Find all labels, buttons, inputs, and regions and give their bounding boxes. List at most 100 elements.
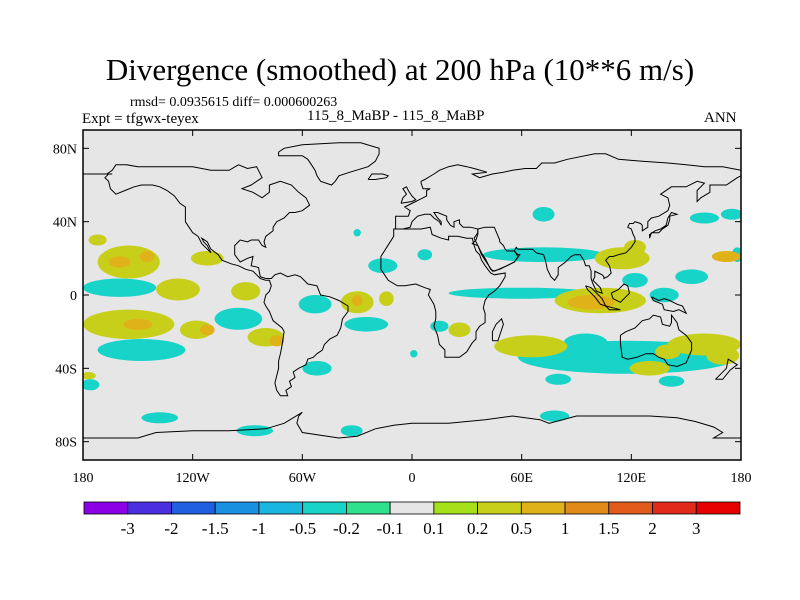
colorbar-label-9: 0.5 xyxy=(511,519,532,538)
colorbar-swatch-3 xyxy=(214,501,260,515)
x-tick-label-6: 180 xyxy=(731,471,752,486)
contour-region-7 xyxy=(231,282,261,301)
contour-region-42 xyxy=(675,269,708,285)
contour-region-41 xyxy=(649,287,679,303)
colorbar-label-3: -1 xyxy=(252,519,266,538)
experiment-label: Expt = tfgwx-teyex xyxy=(82,111,199,127)
contour-region-22 xyxy=(351,295,363,306)
colorbar-swatch-10 xyxy=(520,501,566,515)
coastline-13 xyxy=(400,186,417,204)
contour-region-50 xyxy=(629,361,670,376)
colorbar-swatch-13 xyxy=(652,501,697,515)
colorbar-swatch-14 xyxy=(695,501,741,515)
contour-region-38 xyxy=(622,273,648,288)
colorbar-label-1: -2 xyxy=(164,519,178,538)
colorbar-swatch-7 xyxy=(389,501,435,515)
contour-region-16 xyxy=(83,372,96,380)
colorbar-swatch-11 xyxy=(564,501,610,515)
contour-region-28 xyxy=(417,249,433,261)
contour-region-19 xyxy=(236,425,274,437)
contour-region-49 xyxy=(494,335,568,358)
y-tick-label-2: 0 xyxy=(70,289,77,304)
contour-region-56 xyxy=(540,410,570,422)
x-tick-label-0: 180 xyxy=(73,471,94,486)
contour-region-54 xyxy=(545,373,571,385)
contour-region-29 xyxy=(353,229,361,237)
colorbar-swatch-1 xyxy=(127,501,172,515)
contour-region-14 xyxy=(269,335,285,347)
colorbar-swatch-5 xyxy=(302,501,347,515)
coastline-5 xyxy=(473,226,519,272)
coastline-6 xyxy=(491,317,504,342)
coastline-11 xyxy=(650,296,688,315)
colorbar-label-0: -3 xyxy=(121,519,135,538)
colorbar-swatch-2 xyxy=(171,501,216,515)
contour-region-10 xyxy=(123,318,153,330)
coastline-1 xyxy=(278,142,380,186)
contour-region-32 xyxy=(410,350,418,358)
colorbar-label-12: 2 xyxy=(648,519,657,538)
contour-region-3 xyxy=(139,251,155,262)
coastline-10 xyxy=(605,305,621,311)
contour-region-44 xyxy=(711,251,741,262)
contour-region-25 xyxy=(298,295,332,314)
contour-region-17 xyxy=(83,379,100,391)
colorbar-label-5: -0.2 xyxy=(333,519,360,538)
contour-region-4 xyxy=(190,250,224,266)
period-label: ANN xyxy=(704,110,737,126)
coastline-8 xyxy=(585,285,607,307)
x-tick-label-2: 60W xyxy=(289,471,317,486)
coastline-7 xyxy=(619,313,693,368)
colorbar-swatch-0 xyxy=(83,501,129,515)
contour-region-15 xyxy=(97,339,186,361)
contour-region-12 xyxy=(200,324,215,336)
rmsd-diff-stats: rmsd= 0.0935615 diff= 0.000600263 xyxy=(130,95,338,110)
coastline-4 xyxy=(380,226,506,358)
colorbar-swatch-12 xyxy=(608,501,653,515)
colorbar-label-10: 1 xyxy=(561,519,570,538)
colorbar-label-2: -1.5 xyxy=(202,519,229,538)
contour-region-23 xyxy=(379,291,394,307)
contour-region-27 xyxy=(368,258,398,274)
y-tick-label-1: 40N xyxy=(53,216,77,231)
contour-region-45 xyxy=(689,212,720,224)
colorbar-label-6: -0.1 xyxy=(377,519,404,538)
contour-region-5 xyxy=(83,278,157,297)
contour-region-33 xyxy=(532,207,555,222)
coastline-0 xyxy=(83,164,349,397)
contour-region-30 xyxy=(430,320,449,332)
colorbar-swatch-9 xyxy=(477,501,522,515)
contour-region-55 xyxy=(658,375,685,387)
coastline-14 xyxy=(715,358,739,380)
contour-region-20 xyxy=(340,425,363,437)
colorbar-label-8: 0.2 xyxy=(467,519,488,538)
y-tick-label-0: 80N xyxy=(53,142,77,157)
contour-region-37 xyxy=(624,240,646,255)
x-tick-label-1: 120W xyxy=(176,471,211,486)
contour-region-53 xyxy=(706,346,740,365)
contour-region-0 xyxy=(88,234,107,246)
contour-region-6 xyxy=(156,278,200,301)
x-tick-label-4: 60E xyxy=(510,471,533,486)
colorbar-label-4: -0.5 xyxy=(289,519,316,538)
contour-region-46 xyxy=(720,208,741,220)
colorbar-swatch-8 xyxy=(433,501,478,515)
colorbar-label-7: 0.1 xyxy=(423,519,444,538)
contour-region-8 xyxy=(214,307,263,330)
contour-region-40 xyxy=(567,295,615,310)
coastline-2 xyxy=(367,173,390,180)
colorbar-swatch-4 xyxy=(258,501,304,515)
colorbar-label-11: 1.5 xyxy=(598,519,619,538)
coastline-12 xyxy=(649,211,679,239)
colorbar-swatch-6 xyxy=(345,501,391,515)
contour-region-26 xyxy=(302,361,332,376)
contour-region-31 xyxy=(448,322,471,338)
colorbar-label-13: 3 xyxy=(692,519,701,538)
coastline-9 xyxy=(610,283,631,303)
contour-region-24 xyxy=(344,317,389,332)
case-name-label: 115_8_MaBP - 115_8_MaBP xyxy=(307,108,485,124)
x-tick-label-3: 0 xyxy=(409,471,416,486)
coastline-15 xyxy=(83,411,741,439)
contour-region-48 xyxy=(563,333,608,352)
